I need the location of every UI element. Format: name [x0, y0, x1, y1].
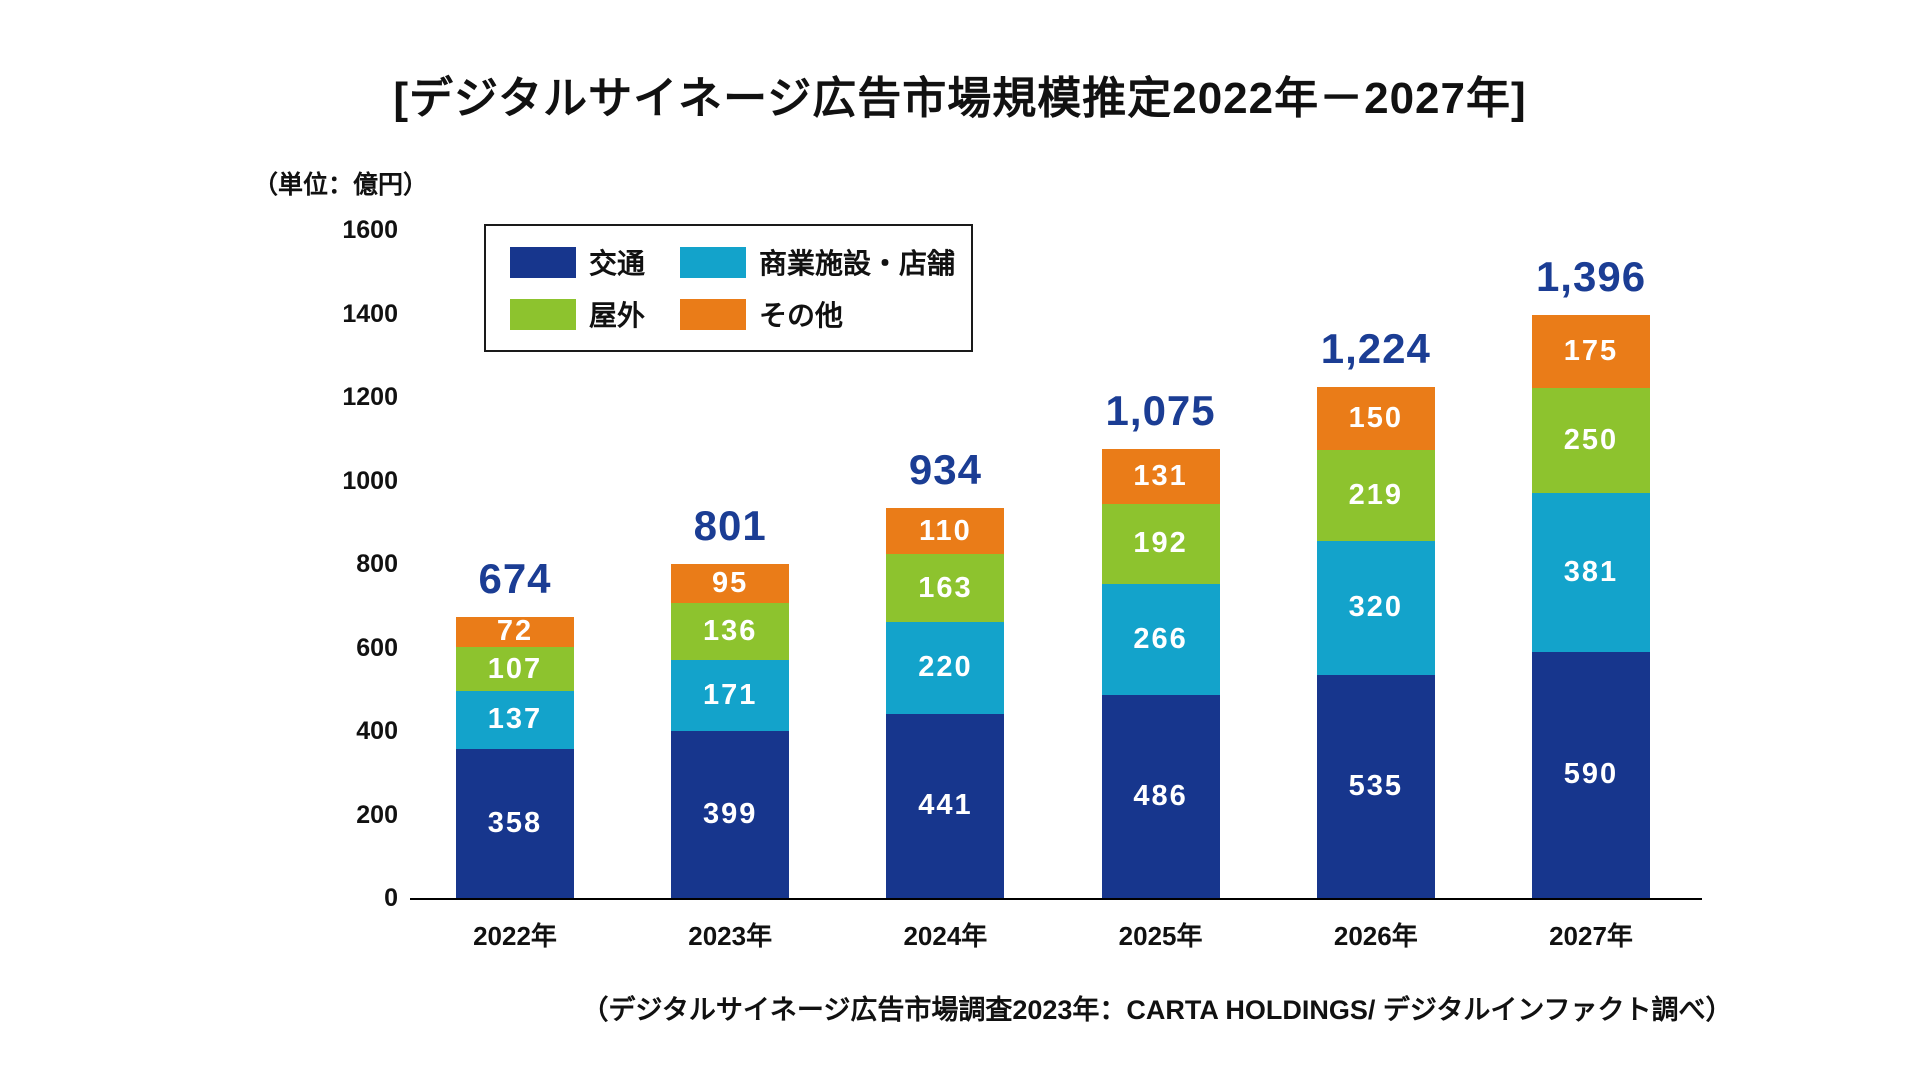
segment-value-label: 320 — [1348, 591, 1403, 624]
bar-group-2023: 399 171 136 95 801 — [671, 502, 790, 898]
y-axis-tick-label: 800 — [356, 550, 398, 578]
total-label: 1,075 — [1105, 387, 1216, 435]
bar-segment-outdoor-2025: 192 — [1101, 503, 1220, 585]
source-note: （デジタルサイネージ広告市場調査2023年：CARTA HOLDINGS/ デジ… — [581, 995, 1733, 1025]
x-axis-label: 2026年 — [1333, 921, 1418, 951]
bar-segment-outdoor-2022: 107 — [456, 646, 574, 692]
y-axis-tick-label: 600 — [356, 633, 398, 662]
segment-value-label: 250 — [1563, 423, 1619, 456]
bar-segment-outdoor-2027: 250 — [1532, 388, 1650, 493]
bar-group-2022: 358 137 107 72 674 — [456, 555, 574, 898]
segment-value-label: 219 — [1348, 478, 1403, 511]
bar-segment-commercial-2023: 171 — [671, 660, 790, 732]
bar-segment-other-2024: 110 — [886, 508, 1005, 554]
legend-swatch-commercial — [680, 246, 746, 278]
total-label: 674 — [478, 554, 552, 602]
segment-value-label: 107 — [487, 652, 543, 685]
bar-segment-other-2026: 150 — [1316, 386, 1435, 450]
bar-segment-traffic-2022: 358 — [456, 748, 574, 898]
y-axis-tick-label: 400 — [356, 717, 398, 745]
bar-group-2027: 590 381 250 175 1,396 — [1532, 253, 1650, 898]
chart-title: [デジタルサイネージ広告市場規模推定2022年－2027年] — [393, 74, 1527, 123]
legend-label-other: その他 — [759, 300, 844, 331]
legend-item-traffic: 交通 — [510, 242, 680, 282]
bar-segment-traffic-2025: 486 — [1101, 695, 1220, 898]
bar-group-2025: 486 266 192 131 1,075 — [1101, 387, 1220, 898]
legend-item-other: その他 — [680, 294, 971, 334]
segment-value-label: 192 — [1133, 527, 1188, 560]
bar-segment-other-2023: 95 — [671, 563, 790, 604]
y-axis-tick-label: 1600 — [342, 216, 398, 244]
y-axis-tick-label: 1400 — [342, 299, 398, 328]
segment-value-label: 171 — [702, 679, 758, 712]
segment-value-label: 381 — [1563, 555, 1619, 588]
segment-value-label: 220 — [918, 651, 973, 684]
legend-item-commercial: 商業施設・店舗 — [680, 242, 971, 282]
bar-segment-commercial-2026: 320 — [1316, 541, 1435, 675]
unit-label: （単位：億円） — [253, 171, 429, 199]
legend-item-outdoor: 屋外 — [510, 294, 680, 334]
bar-group-2024: 441 220 163 110 934 — [886, 446, 1005, 898]
bar-segment-other-2022: 72 — [456, 615, 574, 648]
total-label: 934 — [908, 446, 982, 494]
legend-swatch-other — [680, 298, 746, 330]
bar-segment-traffic-2026: 535 — [1316, 674, 1435, 898]
segment-value-label: 358 — [487, 806, 543, 839]
segment-value-label: 72 — [496, 615, 534, 648]
x-axis-label: 2024年 — [903, 921, 988, 951]
legend: 交通 商業施設・店舗 屋外 その他 — [484, 224, 973, 352]
x-axis-label: 2025年 — [1118, 921, 1203, 951]
segment-value-label: 441 — [918, 789, 973, 822]
segment-value-label: 590 — [1563, 758, 1619, 791]
total-label: 801 — [693, 501, 767, 549]
y-axis-tick-label: 200 — [356, 800, 398, 829]
segment-value-label: 399 — [702, 798, 758, 831]
x-axis-label: 2023年 — [688, 921, 773, 951]
bar-segment-other-2027: 175 — [1532, 315, 1650, 389]
total-label: 1,224 — [1320, 324, 1431, 372]
legend-label-commercial: 商業施設・店舗 — [759, 248, 956, 279]
y-axis-tick-label: 1200 — [342, 383, 398, 411]
bar-segment-commercial-2027: 381 — [1532, 492, 1650, 652]
bar-segment-commercial-2025: 266 — [1101, 584, 1220, 696]
segment-value-label: 486 — [1133, 780, 1188, 813]
segment-value-label: 150 — [1348, 401, 1403, 434]
segment-value-label: 535 — [1348, 769, 1403, 802]
bar-segment-traffic-2023: 399 — [671, 731, 790, 898]
segment-value-label: 136 — [702, 615, 758, 648]
legend-swatch-outdoor — [510, 298, 576, 330]
bar-segment-other-2025: 131 — [1101, 449, 1220, 504]
legend-swatch-traffic — [510, 246, 576, 278]
y-axis-tick-label: 1000 — [342, 466, 398, 495]
y-axis-tick-label: 0 — [384, 884, 398, 912]
y-axis: 0 200 400 600 800 1000 1200 1400 1600 — [250, 216, 398, 912]
segment-value-label: 175 — [1563, 335, 1619, 368]
bar-segment-commercial-2024: 220 — [886, 622, 1005, 714]
bar-group-2026: 535 320 219 150 1,224 — [1316, 325, 1435, 898]
bar-segment-outdoor-2024: 163 — [886, 554, 1005, 623]
bar-segment-outdoor-2023: 136 — [671, 603, 790, 661]
segment-value-label: 266 — [1133, 623, 1188, 656]
segment-value-label: 95 — [712, 566, 749, 599]
segment-value-label: 131 — [1133, 460, 1188, 493]
legend-label-outdoor: 屋外 — [589, 300, 646, 331]
legend-label-traffic: 交通 — [589, 248, 646, 279]
plot-area: 358 137 107 72 674 2022年 399 171 136 95 801 2023年 44… — [410, 230, 1702, 951]
bar-segment-outdoor-2026: 219 — [1316, 449, 1435, 542]
total-label: 1,396 — [1535, 253, 1647, 301]
segment-value-label: 163 — [918, 571, 973, 604]
segment-value-label: 110 — [918, 514, 972, 547]
x-axis-label: 2027年 — [1549, 921, 1633, 951]
bar-segment-commercial-2022: 137 — [456, 691, 574, 749]
x-axis-label: 2022年 — [473, 921, 557, 951]
bar-segment-traffic-2024: 441 — [886, 713, 1005, 898]
segment-value-label: 137 — [487, 703, 543, 736]
bar-segment-traffic-2027: 590 — [1532, 651, 1650, 898]
